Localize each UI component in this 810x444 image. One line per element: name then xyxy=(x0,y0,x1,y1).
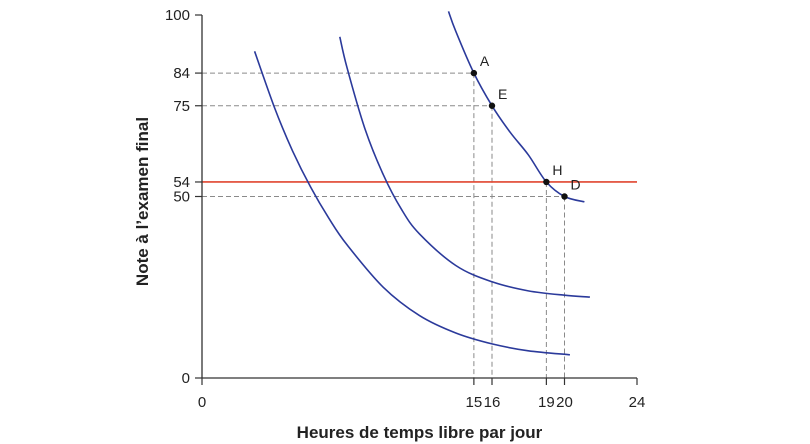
indifference-curve-1 xyxy=(253,51,570,356)
y-tick-label: 0 xyxy=(182,370,190,387)
indifference-curves xyxy=(253,11,590,356)
point-E xyxy=(488,102,496,109)
x-tick-label: 15 xyxy=(466,394,483,411)
point-A xyxy=(470,69,478,77)
y-tick-label: 54 xyxy=(173,174,190,191)
x-tick-label: 16 xyxy=(484,394,501,411)
point-label-D: D xyxy=(571,177,581,193)
y-tick-label: 75 xyxy=(173,98,190,115)
y-axis-title: Note à l’examen final xyxy=(133,117,152,286)
point-H xyxy=(543,178,550,186)
x-tick-label: 20 xyxy=(556,394,573,411)
y-tick-label: 84 xyxy=(173,65,190,82)
x-axis-title: Heures de temps libre par jour xyxy=(297,423,543,442)
y-tick-label: 50 xyxy=(173,189,190,206)
point-label-A: A xyxy=(480,53,490,69)
x-tick-label: 24 xyxy=(629,394,646,411)
point-label-E: E xyxy=(498,86,507,102)
y-tick-label: 100 xyxy=(165,7,190,24)
x-tick-labels: 0 15 16 19 20 24 xyxy=(198,378,646,411)
x-tick-label: 19 xyxy=(538,394,555,411)
x-tick-label: 0 xyxy=(198,394,206,411)
indifference-curve-2 xyxy=(339,36,590,298)
labeled-points: A E HD xyxy=(470,53,581,200)
point-D xyxy=(561,193,568,200)
point-label-H: H xyxy=(552,162,562,178)
indifference-curve-3 xyxy=(447,11,585,203)
dashed-guide-lines xyxy=(202,72,565,378)
